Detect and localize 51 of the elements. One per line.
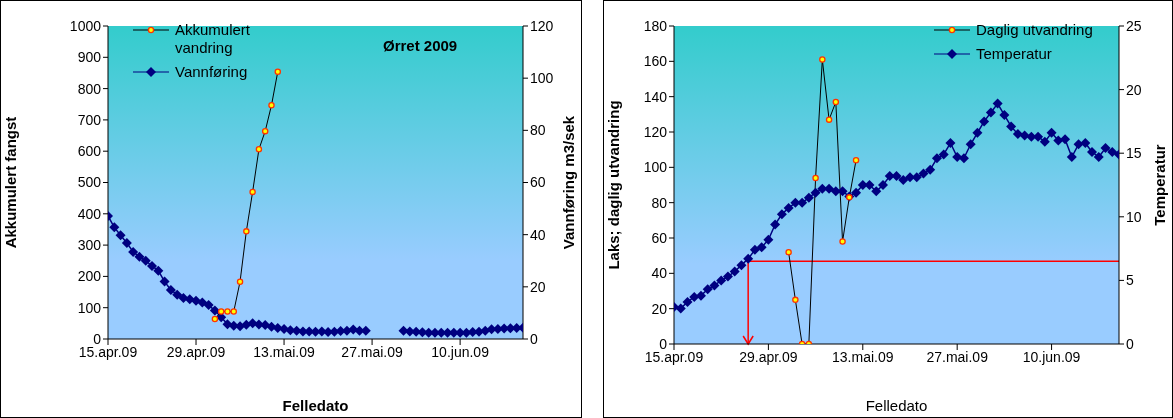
y-tick-label: 40 [651,265,668,282]
legend-label: Temperatur [976,45,1052,63]
y2-tick-label: 60 [530,174,546,191]
y-tick-label: 60 [651,229,668,246]
x-tick-label: 29.apr.09 [166,343,226,360]
y-tick-label: 100 [77,299,102,316]
y2-tick-label: 10 [1126,208,1142,225]
y2-tick-label: 40 [530,226,546,243]
y-tick-label: 80 [651,194,668,211]
y-tick-label: 1000 [69,17,102,34]
y2-tick-label: 80 [530,122,546,139]
y-tick-label: 200 [77,268,102,285]
y2-tick-label: 20 [1126,81,1142,98]
y2-axis-title: Vannføring m3/sek [560,115,578,250]
y-axis-title: Laks; daglig utvandring [605,100,623,270]
x-tick-label: 27.mai.09 [926,348,989,365]
x-axis-title: Felledato [865,397,928,414]
y-tick-label: 900 [77,49,102,66]
legend-label: Daglig utvandring [976,21,1093,39]
y2-tick-label: 15 [1126,145,1142,162]
x-tick-label: 13.mai.09 [253,343,316,360]
y-tick-label: 400 [77,205,102,222]
y2-tick-label: 0 [530,330,538,347]
y2-tick-label: 25 [1126,17,1142,34]
text: Ørret 2009 [383,37,458,54]
y2-tick-label: 120 [530,17,554,34]
y-tick-label: 500 [77,174,102,191]
y-tick-label: 180 [643,17,668,34]
y-tick-label: 100 [643,159,668,176]
y2-tick-label: 5 [1126,272,1134,289]
y-tick-label: 600 [77,143,102,160]
y-tick-label: 140 [643,88,668,105]
y-axis-title: Akkumulert fangst [2,116,20,249]
x-tick-label: 13.mai.09 [832,348,894,365]
legend-label: Akkumulert vandring [175,21,252,57]
y-tick-label: 300 [77,237,102,254]
y2-tick-label: 100 [530,70,554,87]
y2-tick-label: 20 [530,278,546,295]
y2-axis-title: Temperatur [1151,144,1169,226]
x-tick-label: 10.jun.09 [1022,348,1081,365]
y-tick-label: 800 [77,80,102,97]
y-tick-label: 160 [643,53,668,70]
x-tick-label: 29.apr.09 [739,348,798,365]
y2-tick-label: 0 [1126,335,1134,352]
legend-label: Vannføring [175,63,248,81]
x-tick-label: 10.jun.09 [431,343,490,360]
y-tick-label: 700 [77,111,102,128]
x-axis-title: Felledato [282,397,349,414]
x-tick-label: 27.mai.09 [341,343,404,360]
y-tick-label: 120 [643,123,668,140]
y-tick-label: 20 [651,300,668,317]
